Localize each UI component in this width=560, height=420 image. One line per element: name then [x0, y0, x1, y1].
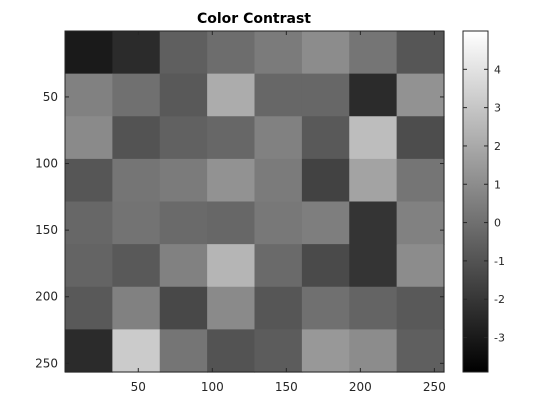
heatmap-cell	[396, 286, 445, 330]
y-axis: 50 100 150 200 250	[35, 90, 444, 370]
heatmap-cell	[301, 116, 350, 160]
heatmap-cell	[159, 244, 208, 288]
y-tick-label: 200	[35, 290, 58, 304]
heatmap-cell	[396, 244, 445, 288]
colorbar-tick-label: 4	[494, 63, 501, 76]
heatmap-cell	[396, 31, 445, 75]
colorbar-gradient	[462, 30, 489, 373]
x-tick-label: 100	[201, 380, 224, 394]
heatmap-cell	[65, 116, 113, 160]
heatmap-cell	[301, 31, 350, 75]
heatmap-cell	[112, 73, 161, 117]
heatmap-cell	[112, 286, 161, 330]
heatmap-cell	[207, 201, 256, 245]
heatmap-cell	[207, 116, 256, 160]
heatmap-cell	[254, 73, 303, 117]
heatmap-cell	[159, 329, 208, 373]
heatmap-cell	[349, 116, 398, 160]
heatmap-cell	[112, 116, 161, 160]
heatmap-cell	[349, 329, 398, 373]
y-tick-label: 250	[35, 356, 58, 370]
chart-title: Color Contrast	[197, 11, 311, 27]
colorbar-tick-label: 0	[494, 217, 501, 230]
heatmap-cell	[159, 286, 208, 330]
heatmap-cell	[349, 158, 398, 203]
heatmap-cell	[207, 73, 256, 117]
heatmap-cell	[301, 201, 350, 245]
heatmap-cell	[159, 201, 208, 245]
heatmap-cell	[349, 201, 398, 245]
heatmap-cell	[254, 116, 303, 160]
heatmap-cell	[65, 31, 113, 75]
heatmap-cell	[349, 31, 398, 75]
heatmap-cell	[349, 286, 398, 330]
heatmap-cells	[65, 31, 445, 373]
heatmap-cell	[254, 201, 303, 245]
heatmap-cell	[65, 158, 113, 203]
heatmap-cell	[254, 31, 303, 75]
x-tick-label: 250	[423, 380, 446, 394]
colorbar-tick-label: -2	[494, 293, 505, 306]
heatmap-cell	[396, 158, 445, 203]
colorbar-tick-label: -3	[494, 332, 505, 345]
x-tick-label: 200	[349, 380, 372, 394]
heatmap-cell	[301, 73, 350, 117]
heatmap-cell	[349, 244, 398, 288]
heatmap-cell	[396, 329, 445, 373]
heatmap-cell	[254, 329, 303, 373]
heatmap-cell	[112, 329, 161, 373]
heatmap-cell	[349, 73, 398, 117]
heatmap-cell	[301, 158, 350, 203]
heatmap-cell	[65, 329, 113, 373]
x-tick-label: 150	[275, 380, 298, 394]
heatmap-cell	[112, 158, 161, 203]
heatmap-cell	[207, 244, 256, 288]
heatmap-cell	[159, 31, 208, 75]
heatmap-cell	[112, 201, 161, 245]
y-tick-label: 150	[35, 223, 58, 237]
heatmap-cell	[65, 244, 113, 288]
y-tick-label: 50	[43, 90, 58, 104]
plot-frame	[64, 30, 445, 373]
heatmap-cell	[254, 286, 303, 330]
heatmap-cell	[301, 244, 350, 288]
colorbar-tick-label: 3	[494, 102, 501, 115]
heatmap-cell	[301, 286, 350, 330]
heatmap-cell	[396, 116, 445, 160]
heatmap-cell	[65, 201, 113, 245]
heatmap-cell	[207, 286, 256, 330]
colorbar-tick-label: 1	[494, 178, 501, 191]
x-tick-label: 50	[131, 380, 146, 394]
heatmap-cell	[301, 329, 350, 373]
heatmap-cell	[396, 201, 445, 245]
heatmap-cell	[207, 158, 256, 203]
heatmap-cell	[112, 31, 161, 75]
y-tick-label: 100	[35, 157, 58, 171]
x-axis: 50 100 150 200 250	[131, 31, 446, 394]
heatmap-cell	[159, 116, 208, 160]
heatmap-cell	[112, 244, 161, 288]
heatmap-cell	[254, 158, 303, 203]
colorbar-tick-label: 2	[494, 140, 501, 153]
colorbar-ticks: -3 -2 -1 0 1 2 3 4	[463, 63, 505, 345]
colorbar: -3 -2 -1 0 1 2 3 4	[462, 30, 505, 373]
heatmap-cell	[65, 73, 113, 117]
heatmap-cell	[254, 244, 303, 288]
colorbar-tick-label: -1	[494, 255, 505, 268]
heatmap-cell	[207, 329, 256, 373]
heatmap-cell	[159, 158, 208, 203]
heatmap-cell	[159, 73, 208, 117]
heatmap-cell	[65, 286, 113, 330]
heatmap-cell	[207, 31, 256, 75]
heatmap-cell	[396, 73, 445, 117]
